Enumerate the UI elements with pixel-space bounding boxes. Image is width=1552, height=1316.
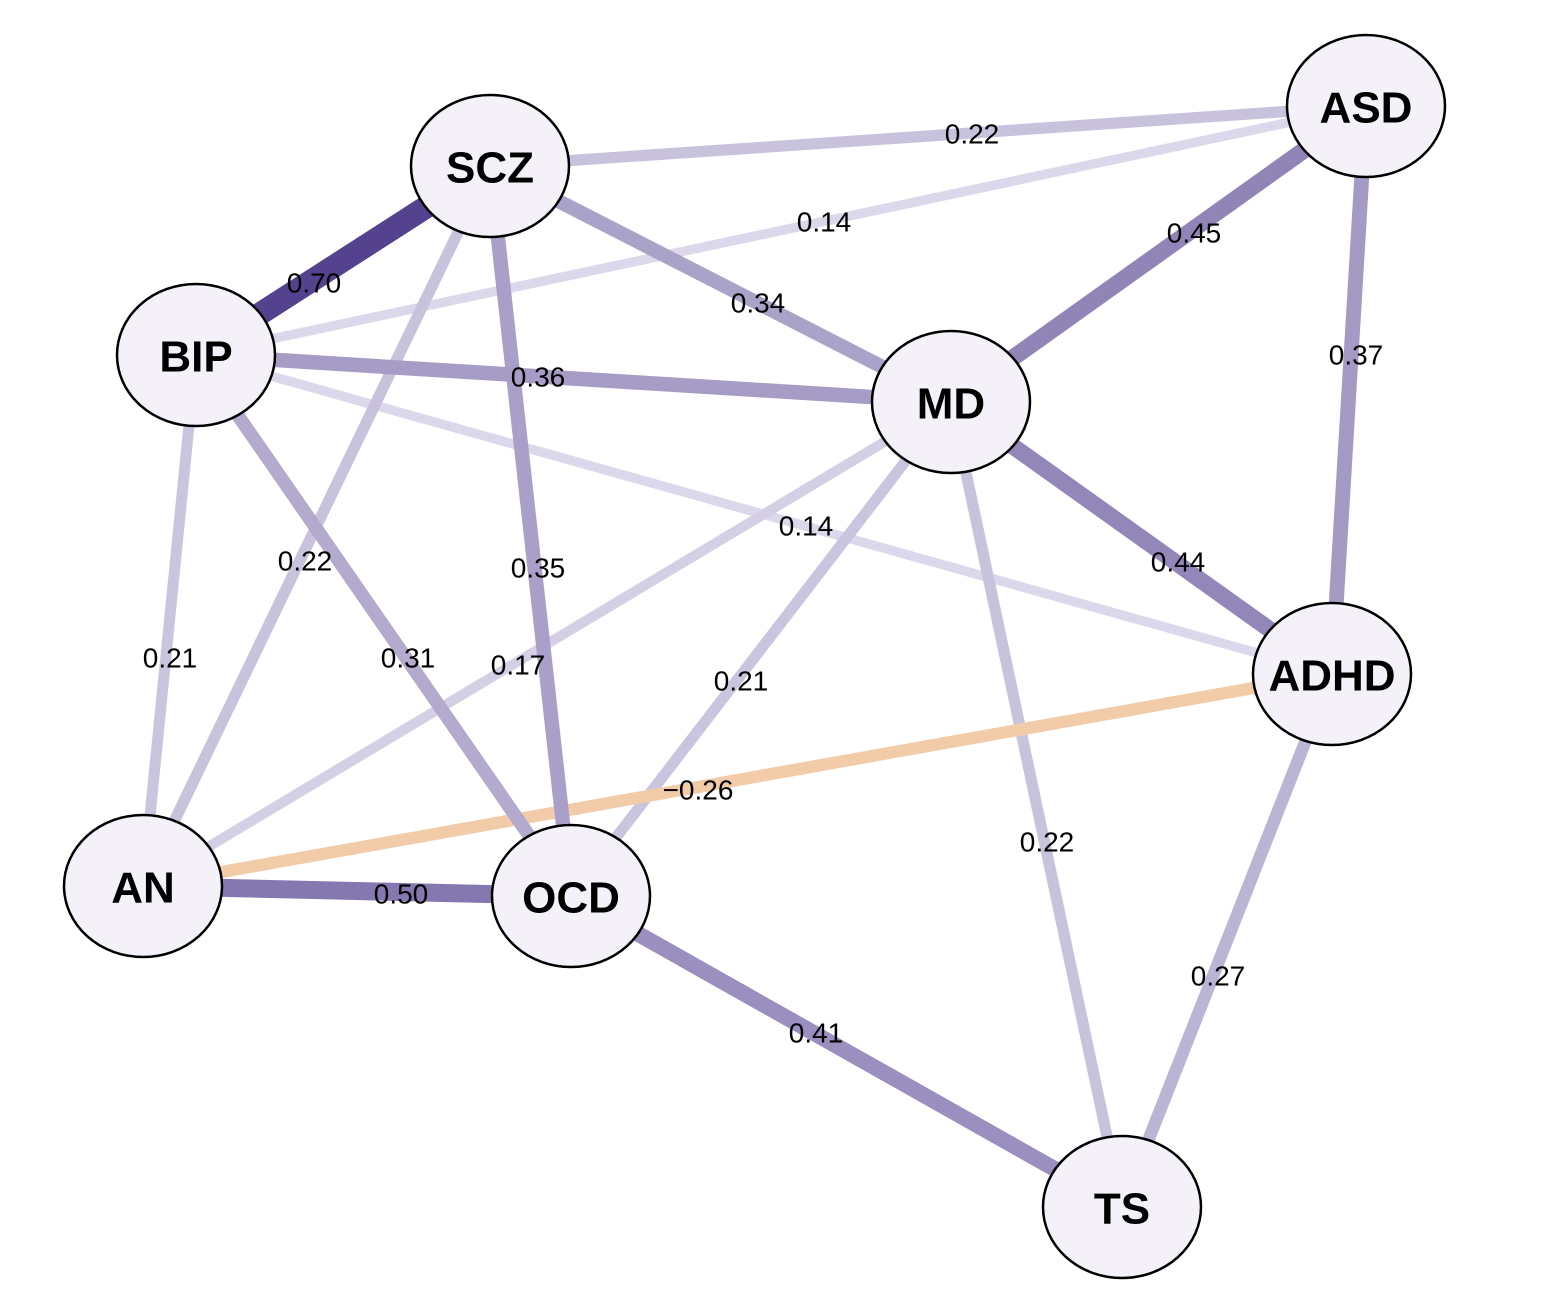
node-adhd: ADHD — [1251, 601, 1413, 747]
edge-label-adhd-ts: 0.27 — [1191, 961, 1246, 992]
edge-label-bip-md: 0.36 — [511, 362, 566, 393]
edge-label-asd-adhd: 0.37 — [1329, 340, 1384, 371]
edge-ocd-ts — [567, 889, 1126, 1214]
edge-scz-md — [486, 159, 955, 409]
edge-label-md-an: 0.17 — [491, 650, 546, 681]
edge-label-scz-md: 0.34 — [731, 288, 786, 319]
node-circle-ts — [1041, 1134, 1203, 1280]
edge-md-asd — [946, 99, 1371, 409]
edge-label-md-asd: 0.45 — [1167, 218, 1222, 249]
edge-asd-adhd — [1324, 105, 1374, 675]
node-circle-asd — [1285, 33, 1447, 179]
node-an: AN — [62, 813, 224, 959]
edge-label-bip-ocd: 0.31 — [381, 643, 436, 674]
edge-label-scz-asd: 0.22 — [945, 119, 1000, 150]
node-circle-ocd — [490, 823, 652, 969]
node-label-scz: SCZ — [446, 144, 534, 193]
node-circle-adhd — [1251, 601, 1413, 747]
node-md: MD — [870, 329, 1032, 475]
node-scz: SCZ — [409, 93, 571, 239]
edge-label-ocd-ts: 0.41 — [789, 1018, 844, 1049]
edge-scz-asd — [489, 100, 1367, 172]
node-label-ts: TS — [1094, 1185, 1150, 1234]
edge-scz-ocd — [482, 165, 579, 897]
edge-label-md-adhd: 0.44 — [1151, 547, 1206, 578]
edge-label-md-ocd: 0.21 — [714, 666, 769, 697]
node-label-ocd: OCD — [522, 874, 620, 923]
node-label-bip: BIP — [159, 333, 232, 382]
node-label-an: AN — [111, 864, 175, 913]
edges-layer — [137, 99, 1374, 1214]
node-label-asd: ASD — [1320, 84, 1413, 133]
edge-bip-asd — [195, 101, 1367, 360]
edge-labels-layer: 0.22 0.14 0.70 0.34 0.45 0.37 0.36 0.14 0.44 0.22… — [143, 119, 1384, 1049]
edge-label-scz-ocd: 0.35 — [511, 553, 566, 584]
edge-label-md-ts: 0.22 — [1020, 827, 1075, 858]
node-ocd: OCD — [490, 823, 652, 969]
node-label-adhd: ADHD — [1268, 652, 1395, 701]
edge-md-ocd — [566, 398, 956, 900]
edge-label-an-ocd: 0.50 — [374, 879, 429, 910]
edge-label-bip-scz: 0.70 — [287, 268, 342, 299]
edge-label-bip-an: 0.21 — [143, 643, 198, 674]
edge-bip-an — [137, 354, 202, 887]
node-circle-md — [870, 329, 1032, 475]
node-circle-an — [62, 813, 224, 959]
node-circle-scz — [409, 93, 571, 239]
edge-an-adhd — [141, 667, 1334, 893]
node-ts: TS — [1041, 1134, 1203, 1280]
edge-label-scz-an: 0.22 — [278, 546, 333, 577]
edge-md-adhd — [946, 395, 1337, 681]
edge-label-an-adhd: −0.26 — [663, 775, 734, 806]
edge-label-bip-asd: 0.14 — [797, 207, 852, 238]
edge-bip-ocd — [190, 351, 577, 900]
edge-bip-md — [195, 347, 952, 410]
node-label-md: MD — [917, 380, 985, 429]
nodes-layer: SCZ ASD BIP MD ADHD AN OCD TS — [62, 33, 1447, 1280]
node-bip: BIP — [115, 282, 277, 428]
edge-label-bip-adhd: 0.14 — [779, 511, 834, 542]
edge-adhd-ts — [1116, 671, 1338, 1210]
node-asd: ASD — [1285, 33, 1447, 179]
node-circle-bip — [115, 282, 277, 428]
edge-md-ts — [945, 400, 1128, 1209]
